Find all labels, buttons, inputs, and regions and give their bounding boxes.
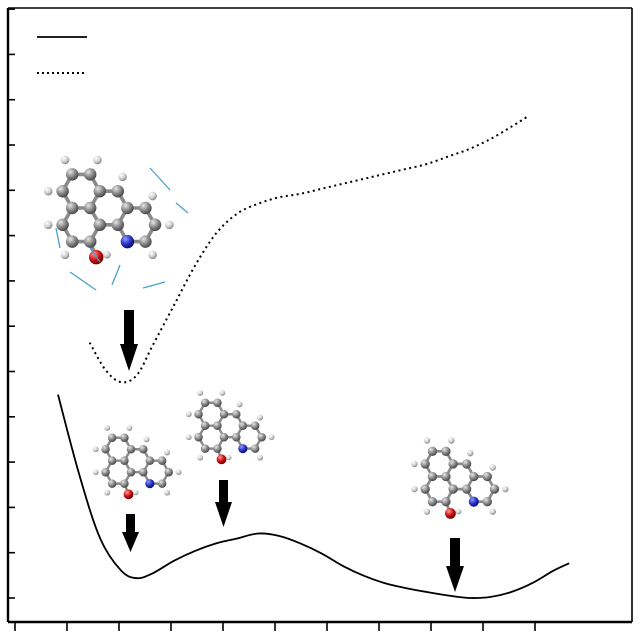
- plot-frame: [6, 7, 633, 624]
- down-arrow-transition-state: [215, 480, 232, 527]
- molecule-enol-minimum: [91, 423, 183, 501]
- series-solid-curve: [57, 394, 570, 599]
- down-arrow-enol: [122, 514, 139, 552]
- down-arrow-keto: [446, 538, 464, 592]
- arrows: [120, 310, 464, 592]
- series-dotted-curve: [88, 116, 528, 384]
- y-ticks: [8, 8, 15, 599]
- series-layer: [57, 116, 570, 599]
- x-ticks: [14, 622, 536, 631]
- molecule-keto-minimum: [409, 435, 510, 521]
- vibration-vectors: [55, 167, 189, 291]
- down-arrow-excited: [120, 310, 138, 371]
- legend: [37, 36, 87, 74]
- molecule-transition-state: [184, 388, 276, 466]
- molecule-excited-state: [42, 153, 189, 291]
